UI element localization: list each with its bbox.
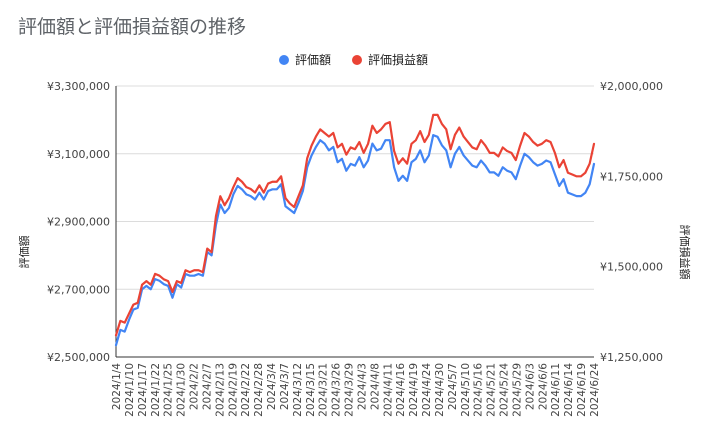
- x-tick-label: 2024/2/28: [253, 363, 265, 417]
- x-tick-label: 2024/5/21: [486, 363, 498, 417]
- legend-label-profit: 評価損益額: [368, 52, 428, 67]
- x-tick-label: 2024/2/7: [201, 363, 213, 410]
- x-tick-label: 2024/4/11: [382, 363, 394, 417]
- x-tick-label: 2024/2/2: [189, 363, 201, 410]
- x-tick-label: 2024/4/16: [395, 363, 407, 417]
- x-tick-label: 2024/1/4: [111, 363, 123, 410]
- x-tick-label: 2024/4/30: [434, 363, 446, 417]
- x-tick-label: 2024/1/25: [163, 363, 175, 417]
- x-tick-label: 2024/2/13: [214, 363, 226, 417]
- y-right-tick-label: ¥1,500,000: [600, 261, 663, 274]
- x-tick-label: 2024/3/4: [266, 363, 278, 410]
- x-tick-label: 2024/4/3: [356, 363, 368, 410]
- x-tick-label: 2024/5/29: [511, 363, 523, 417]
- x-tick-label: 2024/1/10: [124, 363, 136, 417]
- x-tick-label: 2024/1/22: [150, 363, 162, 417]
- x-tick-label: 2024/4/19: [408, 363, 420, 417]
- y-left-tick-label: ¥2,900,000: [47, 216, 110, 229]
- x-tick-label: 2024/5/16: [473, 363, 485, 417]
- grid-lines: [116, 85, 594, 358]
- y-axis-right-label: 評価損益額: [678, 225, 692, 280]
- x-tick-label: 2024/2/19: [227, 363, 239, 417]
- legend-label-valuation: 評価額: [295, 52, 331, 67]
- x-tick-label: 2024/3/12: [292, 363, 304, 417]
- y-left-tick-label: ¥2,700,000: [47, 283, 110, 296]
- x-tick-label: 2024/2/22: [240, 363, 252, 417]
- x-tick-label: 2024/3/15: [305, 363, 317, 417]
- x-tick-label: 2024/3/21: [318, 363, 330, 417]
- chart-title: 評価額と評価損益額の推移: [18, 16, 247, 38]
- x-tick-label: 2024/6/3: [524, 363, 536, 410]
- x-tick-label: 2024/3/29: [344, 363, 356, 417]
- x-tick-label: 2024/1/30: [176, 363, 188, 417]
- y-right-tick-label: ¥1,750,000: [600, 170, 663, 183]
- x-tick-label: 2024/6/19: [576, 363, 588, 417]
- legend-marker-profit: [352, 55, 362, 65]
- y-left-tick-label: ¥3,300,000: [47, 80, 110, 93]
- x-tick-label: 2024/3/26: [331, 363, 343, 417]
- legend-marker-valuation: [279, 55, 289, 65]
- y-right-tick-label: ¥2,000,000: [600, 80, 663, 93]
- series-lines: [114, 113, 596, 347]
- y-left-tick-label: ¥2,500,000: [47, 351, 110, 364]
- y-left-tick-label: ¥3,100,000: [47, 148, 110, 161]
- x-tick-label: 2024/6/6: [537, 363, 549, 410]
- x-tick-label: 2024/6/14: [563, 363, 575, 417]
- legend: 評価額 評価損益額: [279, 52, 428, 67]
- x-tick-label: 2024/6/24: [589, 363, 601, 417]
- x-tick-label: 2024/1/17: [137, 363, 149, 417]
- x-tick-label: 2024/6/11: [550, 363, 562, 417]
- series-line-valuation: [114, 134, 596, 347]
- series-line-profit: [114, 113, 596, 337]
- axes: ¥2,500,000 ¥2,700,000 ¥2,900,000 ¥3,100,000…: [47, 80, 663, 417]
- x-tick-label: 2024/4/24: [421, 363, 433, 417]
- x-tick-label: 2024/5/24: [499, 363, 511, 417]
- x-tick-label: 2024/5/10: [460, 363, 472, 417]
- y-right-tick-label: ¥1,250,000: [600, 351, 663, 364]
- x-tick-label: 2024/4/8: [369, 363, 381, 410]
- y-axis-left-label: 評価額: [17, 236, 31, 269]
- x-tick-label: 2024/3/7: [279, 363, 291, 410]
- x-tick-label: 2024/5/7: [447, 363, 459, 410]
